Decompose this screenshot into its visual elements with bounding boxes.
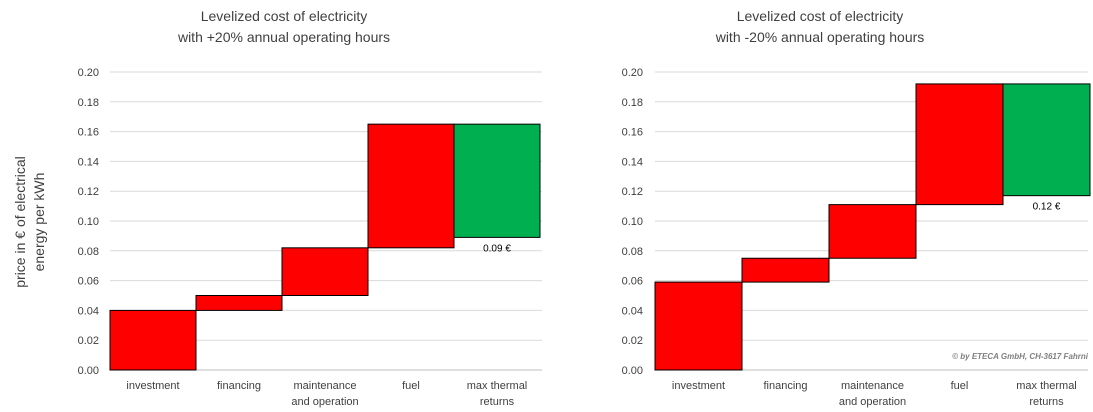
- y-axis-label-line-2: energy per kWh: [31, 173, 47, 272]
- y-tick-label: 0.02: [622, 335, 643, 347]
- y-tick-label: 0.18: [78, 97, 99, 109]
- x-category-label: and operation: [839, 396, 906, 408]
- y-tick-label: 0.08: [78, 246, 99, 258]
- x-category-label: fuel: [402, 380, 420, 392]
- y-tick-label: 0.10: [622, 216, 643, 228]
- cost-bar: [367, 123, 455, 249]
- y-tick-label: 0.06: [622, 276, 643, 288]
- y-tick-label: 0.02: [78, 335, 99, 347]
- chart-title-line-2: with -20% annual operating hours: [715, 29, 925, 45]
- y-tick-label: 0.20: [78, 67, 99, 79]
- y-tick-label: 0.10: [78, 216, 99, 228]
- y-tick-label: 0.00: [78, 365, 99, 377]
- y-tick-label: 0.06: [78, 276, 99, 288]
- y-tick-label: 0.04: [78, 305, 99, 317]
- y-tick-label: 0.16: [78, 127, 99, 139]
- y-axis-label-line-1: price in € of electrical: [12, 156, 28, 288]
- x-category-label: maintenance: [841, 380, 904, 392]
- cost-bar: [915, 83, 1004, 206]
- y-tick-label: 0.14: [78, 156, 99, 168]
- x-category-label: financing: [763, 380, 807, 392]
- chart-plus-20-percent: Levelized cost of electricity with +20% a…: [78, 8, 542, 408]
- x-category-label: and operation: [291, 396, 358, 408]
- y-tick-label: 0.16: [622, 127, 643, 139]
- x-category-label: financing: [217, 380, 261, 392]
- x-category-label: max thermal: [1016, 380, 1077, 392]
- data-label: 0.12 €: [1033, 202, 1061, 213]
- y-tick-label: 0.04: [622, 305, 643, 317]
- y-tick-label: 0.12: [622, 186, 643, 198]
- y-tick-label: 0.12: [78, 186, 99, 198]
- y-axis-label: price in € of electrical energy per kWh: [12, 156, 47, 288]
- cost-bar: [828, 204, 917, 259]
- cost-bar: [195, 295, 283, 311]
- x-category-label: fuel: [951, 380, 969, 392]
- x-category-label: maintenance: [294, 380, 357, 392]
- returns-bar: [1002, 83, 1091, 197]
- chart-title-line-1: Levelized cost of electricity: [201, 8, 368, 24]
- y-tick-label: 0.18: [622, 97, 643, 109]
- chart-minus-20-percent: Levelized cost of electricity with -20% a…: [622, 8, 1091, 408]
- cost-bar: [654, 281, 743, 371]
- y-tick-label: 0.20: [622, 67, 643, 79]
- y-tick-label: 0.08: [622, 246, 643, 258]
- x-category-label: investment: [126, 380, 179, 392]
- x-category-label: investment: [672, 380, 725, 392]
- x-category-label: returns: [1029, 396, 1064, 408]
- data-label: 0.09 €: [483, 243, 511, 254]
- cost-bar: [741, 257, 830, 283]
- x-category-label: returns: [480, 396, 515, 408]
- copyright-watermark: © by ETECA GmbH, CH-3617 Fahrni: [952, 352, 1089, 361]
- returns-bar: [453, 123, 541, 238]
- chart-title-line-2: with +20% annual operating hours: [177, 29, 390, 45]
- x-category-label: max thermal: [467, 380, 528, 392]
- cost-bar: [109, 309, 197, 371]
- y-tick-label: 0.00: [622, 365, 643, 377]
- cost-bar: [281, 247, 369, 297]
- y-tick-label: 0.14: [622, 156, 643, 168]
- chart-title-line-1: Levelized cost of electricity: [737, 8, 904, 24]
